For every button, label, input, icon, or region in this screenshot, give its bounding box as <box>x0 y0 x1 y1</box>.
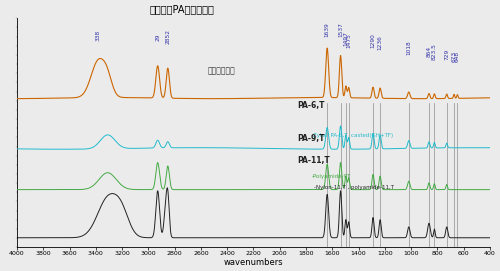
Text: PA-9,T: PA-9,T <box>297 134 324 143</box>
Text: 1290: 1290 <box>370 33 376 48</box>
Text: 半芳香族PA類との対比: 半芳香族PA類との対比 <box>150 4 214 14</box>
Text: -Nylon-11,T , polyamide-11,T: -Nylon-11,T , polyamide-11,T <box>314 185 394 190</box>
X-axis label: wavenumbers: wavenumbers <box>224 258 284 267</box>
Text: 729: 729 <box>444 48 449 60</box>
Text: 1537: 1537 <box>338 22 343 37</box>
Text: 673: 673 <box>452 51 456 62</box>
Text: 1639: 1639 <box>324 22 330 37</box>
Text: -Zytel  PA-6,T  casted(GH+TF): -Zytel PA-6,T casted(GH+TF) <box>312 133 394 138</box>
Text: 差スペクトル: 差スペクトル <box>208 66 235 75</box>
Text: -Polyamide-9T: -Polyamide-9T <box>312 174 350 179</box>
Text: 2852: 2852 <box>166 28 170 44</box>
Text: 1475: 1475 <box>346 33 351 48</box>
Text: 648: 648 <box>455 51 460 62</box>
Text: PA-11,T: PA-11,T <box>297 156 330 165</box>
Text: 338: 338 <box>96 30 101 41</box>
Text: 1018: 1018 <box>406 40 412 55</box>
Text: 1236: 1236 <box>378 36 382 50</box>
Text: 823.5: 823.5 <box>432 43 437 60</box>
Text: 29: 29 <box>155 34 160 41</box>
Text: PA-6,T: PA-6,T <box>297 101 324 110</box>
Text: 1497: 1497 <box>344 31 348 46</box>
Text: 864: 864 <box>426 46 432 57</box>
